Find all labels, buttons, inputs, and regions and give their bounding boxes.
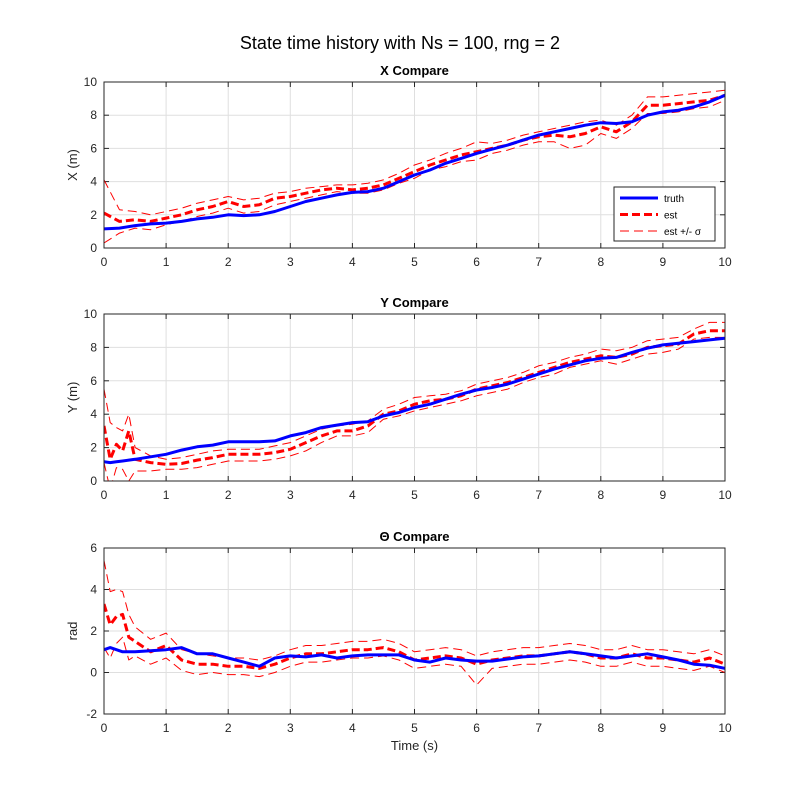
y-tick-label: 6 (90, 141, 97, 155)
legend-entry: truth (664, 194, 684, 205)
chart-panel-2: 0 1 2 3 4 5 6 7 8 9 10 0 2 4 6 8 10 Y Compare Y (m) (65, 295, 732, 502)
x-tick-label: 0 (101, 255, 108, 269)
x-tick-label: 1 (163, 488, 170, 502)
x-tick-label: 5 (411, 721, 418, 735)
x-tick-label: 0 (101, 721, 108, 735)
series-line-est (104, 321, 725, 460)
series-line-truth (104, 336, 725, 465)
y-tick-label: 6 (90, 541, 97, 555)
series-line-truth (104, 93, 725, 231)
y-tick-label: 4 (90, 175, 97, 189)
x-tick-label: 5 (411, 255, 418, 269)
figure-title: State time history with Ns = 100, rng = … (240, 33, 560, 53)
y-tick-label: 8 (90, 340, 97, 354)
y-tick-label: 2 (90, 208, 97, 222)
x-axis-label: Time (s) (391, 738, 438, 753)
y-tick-label: -2 (86, 707, 97, 721)
x-tick-label: 2 (225, 488, 232, 502)
x-tick-label: 9 (660, 255, 667, 269)
y-tick-label: 0 (90, 241, 97, 255)
y-tick-label: 10 (84, 307, 98, 321)
series-line-est (104, 636, 725, 686)
x-tick-label: 7 (535, 255, 542, 269)
y-axis-label: X (m) (65, 149, 80, 181)
x-tick-label: 4 (349, 721, 356, 735)
legend-entry: est (664, 211, 678, 222)
x-tick-label: 6 (473, 488, 480, 502)
x-tick-label: 2 (225, 721, 232, 735)
y-tick-label: 2 (90, 624, 97, 638)
x-tick-label: 1 (163, 721, 170, 735)
y-tick-label: 6 (90, 374, 97, 388)
y-tick-label: 10 (84, 75, 98, 89)
legend-entry: est +/- σ (664, 227, 702, 238)
x-tick-label: 3 (287, 255, 294, 269)
series-group (104, 321, 725, 481)
series-group (104, 89, 725, 244)
series-line-est (104, 336, 725, 481)
legend-box (613, 186, 716, 242)
y-tick-label: 4 (90, 583, 97, 597)
panel-title: X Compare (380, 63, 449, 78)
axes-box (103, 81, 726, 249)
x-tick-label: 4 (349, 488, 356, 502)
axes-box (103, 547, 726, 715)
series-line-truth (104, 646, 725, 670)
y-tick-label: 4 (90, 407, 97, 421)
x-tick-label: 3 (287, 488, 294, 502)
x-tick-label: 5 (411, 488, 418, 502)
panel-title: Y Compare (380, 295, 448, 310)
chart-panel-1: 0 1 2 3 4 5 6 7 8 9 10 0 2 4 6 8 10 X Compare X (m) truth es… (65, 63, 732, 269)
x-tick-label: 10 (718, 721, 732, 735)
y-tick-label: 0 (90, 666, 97, 680)
x-tick-label: 0 (101, 488, 108, 502)
y-tick-label: 8 (90, 108, 97, 122)
series-line-est (104, 99, 725, 244)
x-tick-label: 9 (660, 721, 667, 735)
y-axis-label: rad (65, 622, 80, 641)
x-tick-label: 9 (660, 488, 667, 502)
x-tick-label: 6 (473, 721, 480, 735)
x-tick-label: 8 (597, 721, 604, 735)
x-tick-label: 8 (597, 255, 604, 269)
series-group (104, 560, 725, 686)
x-tick-label: 7 (535, 721, 542, 735)
series-line-est (104, 560, 725, 661)
x-tick-label: 7 (535, 488, 542, 502)
x-tick-label: 4 (349, 255, 356, 269)
x-tick-label: 10 (718, 255, 732, 269)
axes-box (103, 313, 726, 482)
x-tick-label: 10 (718, 488, 732, 502)
x-tick-label: 6 (473, 255, 480, 269)
chart-panel-3: 0 1 2 3 4 5 6 7 8 9 10 -2 0 2 4 6 Θ Compare rad Time (s) (65, 529, 732, 753)
x-tick-label: 1 (163, 255, 170, 269)
panel-title: Θ Compare (379, 529, 449, 544)
y-tick-label: 0 (90, 474, 97, 488)
y-tick-label: 2 (90, 441, 97, 455)
legend: truth est est +/- σ (613, 186, 716, 242)
x-tick-label: 3 (287, 721, 294, 735)
x-tick-label: 8 (597, 488, 604, 502)
y-axis-label: Y (m) (65, 382, 80, 414)
x-tick-label: 2 (225, 255, 232, 269)
